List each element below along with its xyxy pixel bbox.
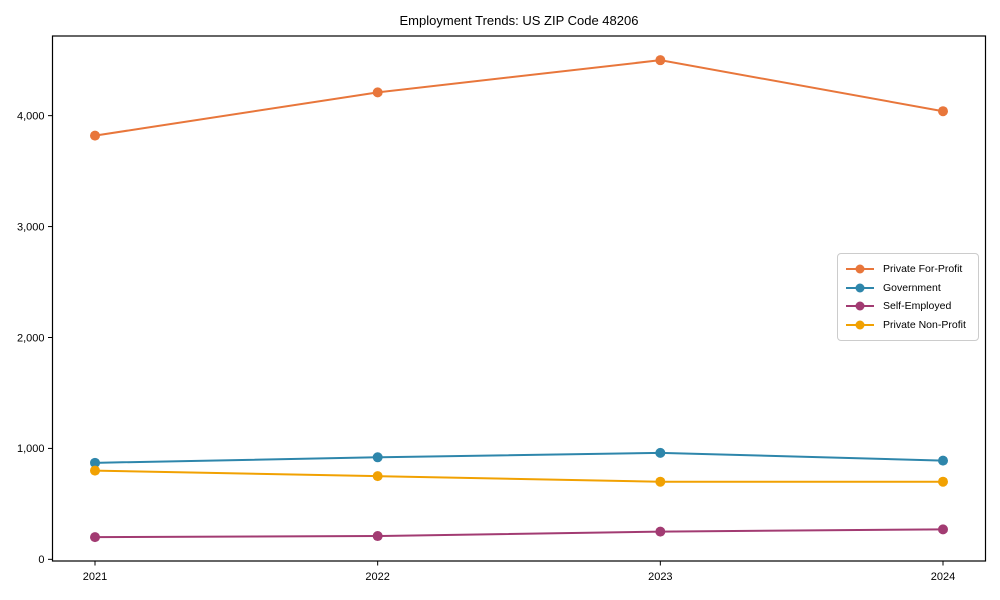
x-tick-label: 2023 [648,571,672,583]
legend-item-government: Government [838,282,978,294]
legend-label-private-for-profit: Private For-Profit [883,262,963,275]
legend-marker-government [846,283,874,293]
y-tick-label: 2,000 [17,332,45,344]
series-line-private-for-profit [94,59,944,137]
x-tick-label: 2024 [931,571,955,583]
plot-border [51,35,987,562]
data-point-government-2023 [655,447,666,458]
legend-label-government: Government [883,281,941,294]
series-line-self-employed [94,528,944,539]
legend: Private For-Profit Government Self-Employe… [837,253,979,341]
data-point-government-2024 [938,455,948,466]
series-line-government [94,451,944,464]
legend-marker-private-non-profit [846,320,874,330]
data-point-private-non-profit-2023 [655,476,666,487]
data-point-private-for-profit-2024 [938,106,948,117]
legend-item-private-for-profit: Private For-Profit [838,263,978,275]
x-tick-label: 2022 [365,571,389,583]
legend-marker-private-for-profit [846,264,874,274]
x-tick-label: 2021 [83,571,107,583]
y-tick-label: 0 [38,554,44,566]
data-point-private-non-profit-2024 [938,476,948,487]
data-point-government-2022 [372,452,383,463]
y-tick-label: 3,000 [17,221,45,233]
data-point-private-non-profit-2021 [90,465,100,476]
y-tick-label: 1,000 [17,443,45,455]
data-point-private-for-profit-2022 [372,87,383,98]
data-point-self-employed-2021 [90,532,100,543]
data-point-self-employed-2022 [372,531,383,542]
legend-item-self-employed: Self-Employed [838,300,978,312]
data-point-private-for-profit-2021 [90,130,100,141]
data-point-government-2021 [90,457,100,468]
data-point-self-employed-2024 [938,524,948,535]
legend-label-self-employed: Self-Employed [883,300,952,313]
legend-label-private-non-profit: Private Non-Profit [883,319,966,332]
data-point-self-employed-2023 [655,526,666,537]
data-point-private-non-profit-2022 [372,471,383,482]
y-tick-label: 4,000 [17,110,45,122]
legend-item-private-non-profit: Private Non-Profit [838,319,978,331]
chart-title: Employment Trends: US ZIP Code 48206 [399,13,639,28]
legend-marker-self-employed [846,301,874,311]
data-point-private-for-profit-2023 [655,55,666,66]
series-line-private-non-profit [94,469,943,483]
